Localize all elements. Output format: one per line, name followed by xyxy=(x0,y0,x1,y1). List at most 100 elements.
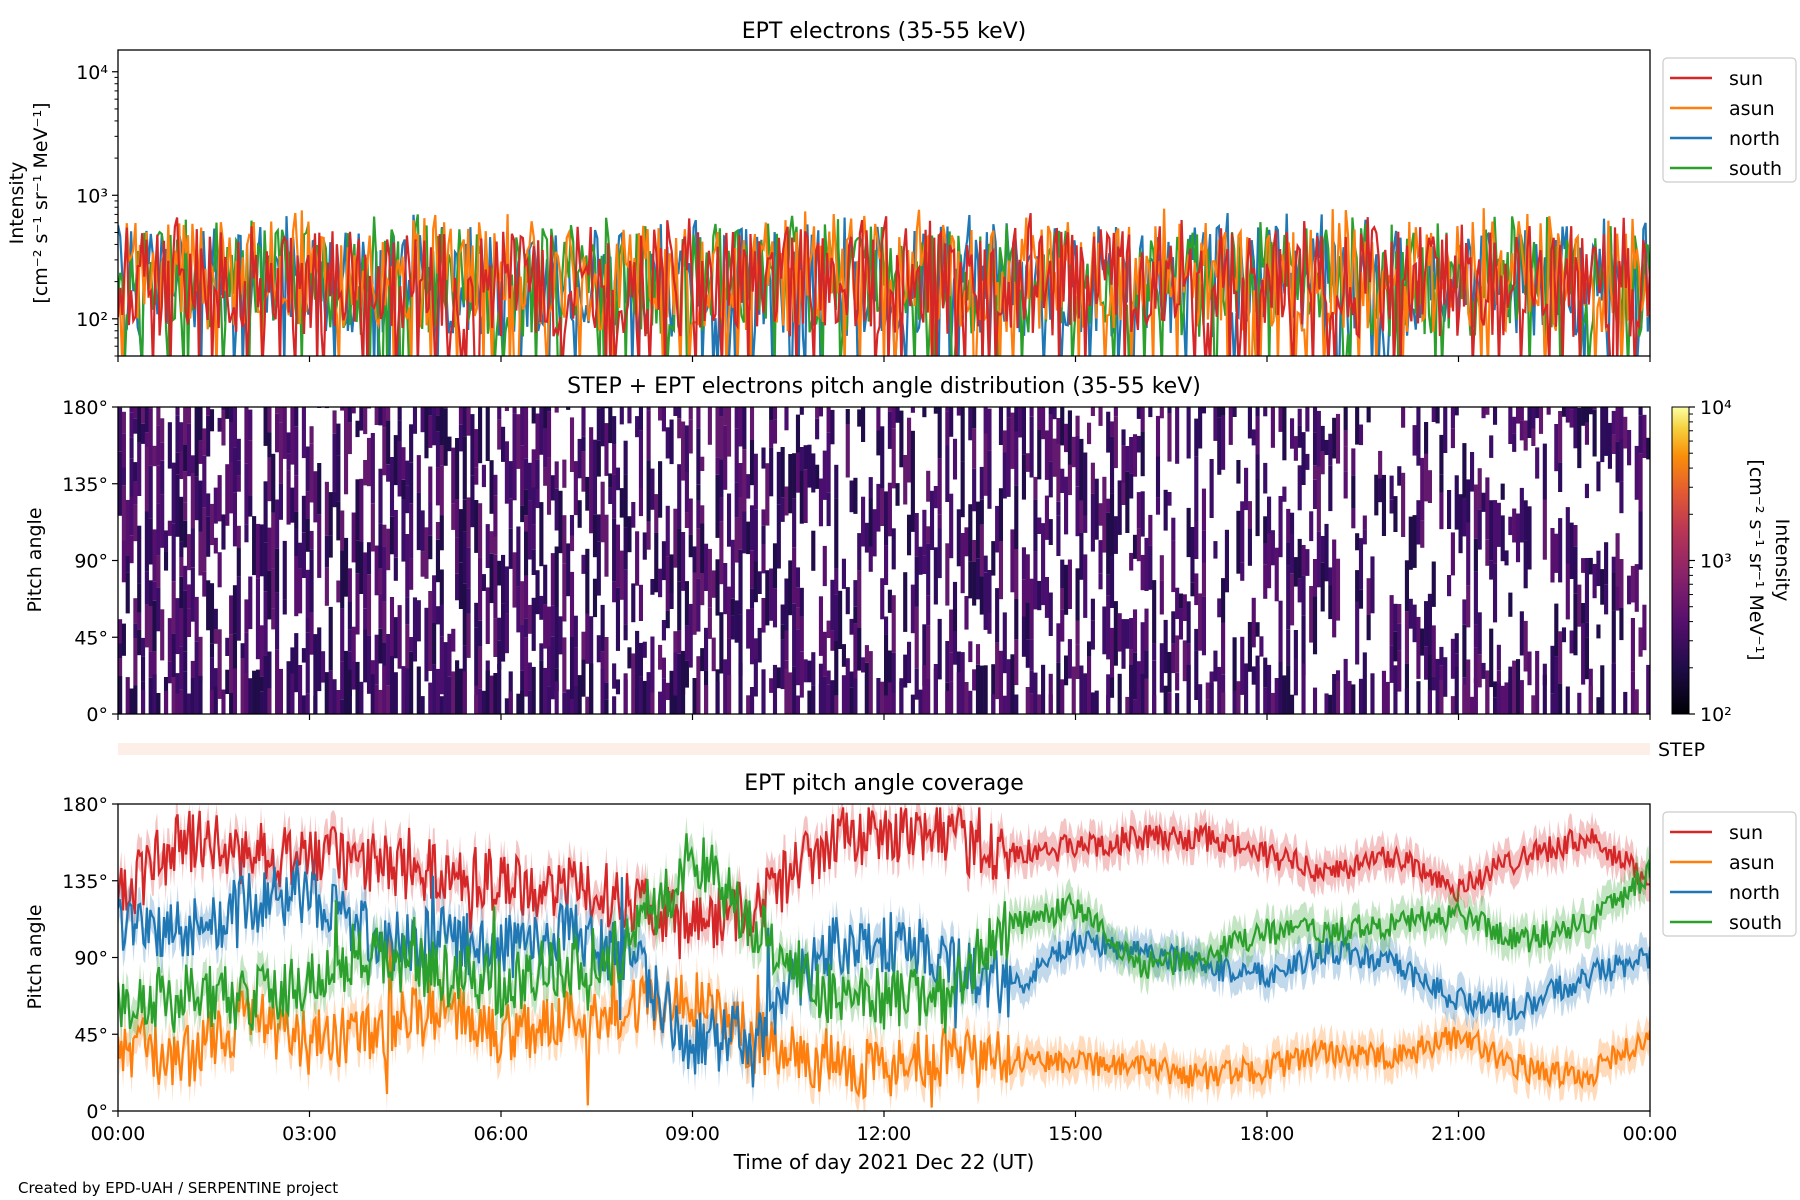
pad-cell xyxy=(1611,663,1616,714)
pad-cell xyxy=(420,407,425,433)
pad-cell xyxy=(635,630,640,691)
pad-cell xyxy=(1581,558,1586,573)
pad-cell xyxy=(209,583,215,644)
pad-cell xyxy=(1584,558,1590,623)
pad-cell xyxy=(1090,692,1095,714)
pad-cell xyxy=(447,436,452,452)
pad-cell xyxy=(1121,483,1126,505)
step-band xyxy=(118,743,1650,755)
pad-cell xyxy=(370,433,375,451)
pad-cell xyxy=(1278,496,1283,558)
intensity-series-group xyxy=(118,208,1650,356)
pad-cell xyxy=(148,465,153,519)
pad-cell xyxy=(1600,569,1605,605)
pad-cell xyxy=(807,444,812,488)
pad-cell xyxy=(688,419,693,454)
pad-cell xyxy=(834,695,839,714)
pad-cell xyxy=(550,605,555,637)
pad-cell xyxy=(945,411,950,446)
pad-cell xyxy=(501,426,506,462)
pad-cell xyxy=(1542,674,1547,714)
pad-cell xyxy=(799,407,804,415)
pad-cell xyxy=(179,689,184,714)
pad-cell xyxy=(868,651,873,714)
pad-cell xyxy=(229,461,234,514)
pad-cell xyxy=(1217,598,1222,618)
pad-cell xyxy=(286,470,291,525)
pad-cell xyxy=(118,643,123,659)
pad-cell xyxy=(1546,407,1551,415)
pad-cell xyxy=(964,596,969,630)
pad-cell xyxy=(612,581,617,603)
y-tick-label: 135° xyxy=(62,871,108,893)
pad-cell xyxy=(857,570,862,628)
pad-cell xyxy=(838,590,843,649)
pad-cell xyxy=(171,462,176,524)
pad-cell xyxy=(642,532,647,560)
pad-cell xyxy=(1132,534,1138,559)
pad-cell xyxy=(167,520,172,536)
pad-cell xyxy=(1404,688,1410,714)
pad-cell xyxy=(1167,407,1172,414)
pad-cell xyxy=(213,629,218,644)
pad-cell xyxy=(428,466,433,503)
pad-cell xyxy=(979,576,984,615)
pad-cell xyxy=(1481,407,1486,419)
pad-cell xyxy=(665,427,670,459)
pad-cell xyxy=(366,407,372,409)
pad-cell xyxy=(734,407,739,429)
pad-cell xyxy=(474,602,479,628)
pad-cell xyxy=(1462,498,1467,537)
pad-cell xyxy=(152,581,157,601)
pad-cell xyxy=(455,660,460,714)
pad-cell xyxy=(232,447,238,493)
pad-cell xyxy=(1171,540,1176,593)
pad-cell xyxy=(638,642,644,677)
pad-cell xyxy=(347,629,352,652)
pad-cell xyxy=(1113,416,1118,469)
pad-cell xyxy=(255,578,261,632)
pad-cell xyxy=(225,407,230,419)
intensity-line-sun xyxy=(118,213,1650,356)
pad-cell xyxy=(198,480,203,532)
pad-cell xyxy=(1523,540,1528,589)
pad-cell xyxy=(462,583,467,646)
legend-label-asun: asun xyxy=(1729,852,1775,874)
pad-cell xyxy=(1286,565,1291,630)
pad-cell xyxy=(1129,664,1134,714)
pad-cell xyxy=(1301,575,1306,616)
pad-cell xyxy=(148,518,153,565)
pad-cell xyxy=(1002,430,1007,453)
pad-cell xyxy=(1125,446,1130,472)
pad-cell xyxy=(1167,492,1172,506)
pad-cell xyxy=(202,455,207,508)
pad-cell xyxy=(799,471,804,524)
pad-cell xyxy=(267,457,272,502)
pad-cell xyxy=(1496,683,1501,714)
pad-cell xyxy=(1416,500,1421,545)
pad-cell xyxy=(937,618,942,680)
pad-cell xyxy=(715,407,720,458)
pad-panel: STEP + EPT electrons pitch angle distrib… xyxy=(24,374,1793,726)
pad-cell xyxy=(1531,428,1536,446)
pad-cell xyxy=(903,654,908,688)
pad-cell xyxy=(474,429,479,468)
pad-cell xyxy=(1106,674,1111,714)
pad-cell xyxy=(405,668,410,714)
pad-cell xyxy=(1136,528,1141,562)
pad-cell xyxy=(1584,422,1590,445)
pad-cell xyxy=(401,666,406,714)
pad-cell xyxy=(497,663,502,714)
pad-cell xyxy=(428,502,433,536)
pad-cell xyxy=(1109,436,1115,494)
x-tick-label: 18:00 xyxy=(1240,1123,1295,1145)
pad-cell xyxy=(121,540,126,583)
pad-cell xyxy=(504,566,509,614)
pad-cell xyxy=(772,588,778,628)
pad-cell xyxy=(1584,407,1590,423)
pad-cell xyxy=(1389,595,1394,646)
pad-cell xyxy=(386,634,391,686)
pad-cell xyxy=(267,570,272,620)
pad-cell xyxy=(1064,655,1069,686)
pad-cell xyxy=(206,580,211,631)
